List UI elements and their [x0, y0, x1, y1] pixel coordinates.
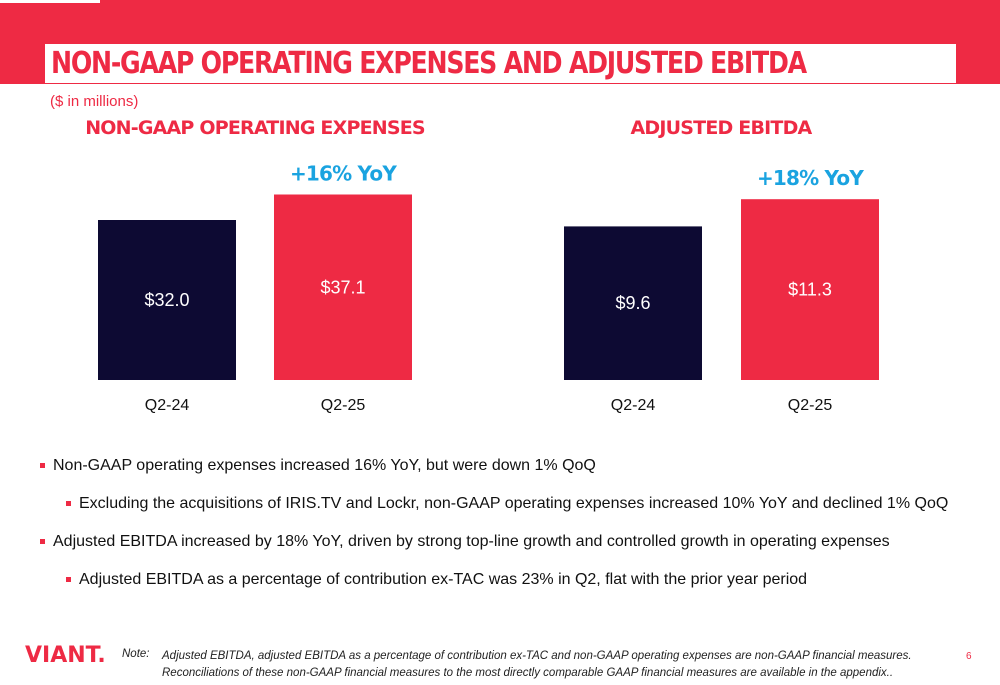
- x-tick-label: Q2-25: [788, 397, 833, 414]
- page-title-box: NON-GAAP OPERATING EXPENSES AND ADJUSTED…: [45, 44, 956, 83]
- bullet-marker-icon: [40, 463, 45, 468]
- note-label: Note:: [122, 648, 150, 660]
- bar-value-label: $11.3: [788, 280, 832, 300]
- bar-q2-25: [741, 199, 879, 380]
- sub-bullet-item: Excluding the acquisitions of IRIS.TV an…: [66, 494, 980, 514]
- page-number: 6: [966, 651, 972, 662]
- bar-value-label: $9.6: [615, 293, 650, 313]
- bar-q2-24: [98, 220, 236, 380]
- x-tick-label: Q2-24: [611, 397, 656, 414]
- bar-value-label: $37.1: [320, 277, 365, 297]
- opex-chart: NON-GAAP OPERATING EXPENSES $32.0 Q2-24 $37…: [85, 117, 426, 414]
- units-note: ($ in millions): [50, 93, 139, 110]
- page-title: NON-GAAP OPERATING EXPENSES AND ADJUSTED…: [51, 46, 807, 81]
- bullet-text: Non-GAAP operating expenses increased 16…: [53, 457, 596, 474]
- bullet-item: Adjusted EBITDA increased by 18% YoY, dr…: [40, 532, 980, 552]
- bullet-marker-icon: [40, 539, 45, 544]
- footnote-text: Adjusted EBITDA, adjusted EBITDA as a pe…: [162, 650, 912, 679]
- x-tick-label: Q2-25: [321, 397, 366, 414]
- bar-value-label: $32.0: [144, 290, 189, 310]
- bar-q2-24: [564, 226, 702, 380]
- yoy-annotation: +18% YoY: [757, 166, 864, 190]
- bullet-marker-icon: [66, 501, 71, 506]
- bullet-text: Adjusted EBITDA increased by 18% YoY, dr…: [53, 533, 890, 550]
- bar-q2-25: [274, 194, 412, 380]
- ebitda-chart: ADJUSTED EBITDA $9.6 Q2-24 $11.3 Q2-25 +18% Y…: [564, 117, 879, 414]
- chart-title: NON-GAAP OPERATING EXPENSES: [85, 117, 425, 139]
- header-accent-line: [0, 0, 100, 3]
- bullet-marker-icon: [66, 577, 71, 582]
- bullet-item: Non-GAAP operating expenses increased 16…: [40, 456, 980, 476]
- sub-bullet-item: Adjusted EBITDA as a percentage of contr…: [66, 570, 980, 590]
- x-tick-label: Q2-24: [145, 397, 190, 414]
- yoy-annotation: +16% YoY: [290, 162, 397, 186]
- bullet-text: Adjusted EBITDA as a percentage of contr…: [79, 571, 808, 588]
- bullet-list: Non-GAAP operating expenses increased 16…: [40, 456, 980, 590]
- viant-logo: VIANT.: [25, 643, 106, 668]
- chart-title: ADJUSTED EBITDA: [631, 117, 813, 139]
- bullet-text: Excluding the acquisitions of IRIS.TV an…: [79, 495, 949, 512]
